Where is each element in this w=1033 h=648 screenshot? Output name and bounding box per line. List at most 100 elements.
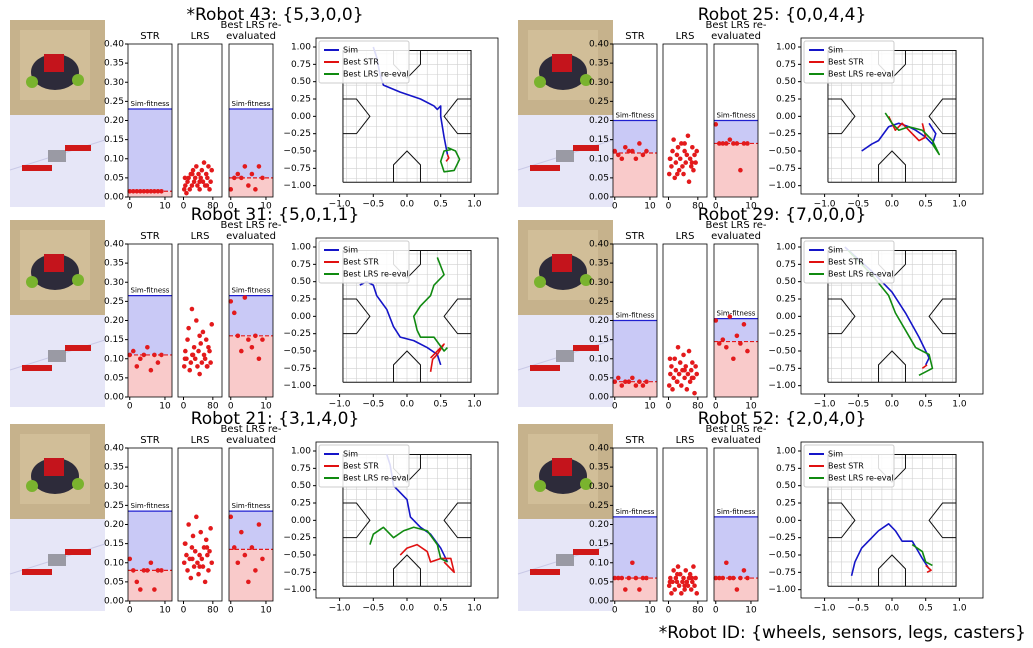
- point: [728, 314, 733, 319]
- x-tick-label: 0.5: [919, 400, 933, 410]
- point: [637, 141, 642, 146]
- legend-label: Best LRS re-eval: [343, 270, 409, 279]
- point: [687, 179, 692, 184]
- y-tick-label: 0.05: [104, 373, 124, 383]
- sim-fitness-label: Sim-fitness: [131, 100, 170, 108]
- y-tick-label: −0.75: [768, 568, 796, 578]
- x-tick-label: 1.0: [467, 604, 482, 614]
- y-tick-label: −0.50: [283, 147, 311, 157]
- point: [634, 156, 639, 161]
- y-tick-label: 0.35: [589, 59, 609, 69]
- point: [135, 580, 140, 585]
- x-tick-label: −0.5: [847, 400, 869, 410]
- point: [745, 141, 750, 146]
- point: [156, 360, 161, 365]
- point: [250, 345, 255, 350]
- point: [260, 337, 265, 342]
- point: [627, 576, 632, 581]
- y-tick-label: 1.00: [291, 43, 311, 53]
- point: [679, 383, 684, 388]
- point: [190, 172, 195, 177]
- point: [677, 372, 682, 377]
- sim-fitness-label: Sim-fitness: [717, 310, 756, 318]
- point: [667, 172, 672, 177]
- point: [683, 160, 688, 165]
- y-tick-label: 1.00: [776, 43, 796, 53]
- point: [694, 372, 699, 377]
- x-tick-label: 10: [159, 402, 171, 412]
- y-tick-label: 0.00: [104, 193, 124, 203]
- point: [205, 176, 210, 181]
- point: [742, 322, 747, 327]
- y-tick-label: 0.25: [104, 297, 124, 307]
- point: [152, 587, 157, 592]
- x-tick-label: 0: [612, 202, 618, 212]
- point: [745, 349, 750, 354]
- sim-fitness-label: Sim-fitness: [616, 508, 655, 516]
- point: [742, 568, 747, 573]
- point: [185, 568, 190, 573]
- point: [145, 568, 150, 573]
- y-tick-label: 0.25: [104, 97, 124, 107]
- point: [183, 176, 188, 181]
- point: [159, 353, 164, 358]
- y-tick-label: −1.00: [283, 585, 311, 595]
- render-leg: [573, 145, 599, 151]
- point: [690, 160, 695, 165]
- y-tick-label: 0.10: [589, 558, 609, 568]
- point: [675, 379, 680, 384]
- x-tick-label: 10: [159, 202, 171, 212]
- x-tick-label: 0: [127, 606, 133, 616]
- sim-band: [613, 321, 657, 382]
- point: [192, 345, 197, 350]
- legend-label: Best STR: [828, 258, 864, 267]
- point: [246, 580, 251, 585]
- y-tick-label: 0.35: [104, 59, 124, 69]
- point: [689, 368, 694, 373]
- y-tick-label: −0.50: [768, 147, 796, 157]
- y-tick-label: −0.25: [768, 329, 796, 339]
- render-robot: [556, 554, 574, 566]
- point: [194, 515, 199, 520]
- point: [253, 334, 258, 339]
- point: [691, 168, 696, 173]
- x-tick-label: 80: [692, 606, 704, 616]
- sim-fitness-label: Sim-fitness: [131, 287, 170, 295]
- point: [630, 376, 635, 381]
- point: [679, 591, 684, 596]
- robot-part: [26, 480, 38, 492]
- legend-label: Best STR: [828, 462, 864, 471]
- render-leg: [530, 365, 560, 371]
- below-mean-band: [714, 342, 758, 397]
- y-tick-label: 0.50: [291, 277, 311, 287]
- point: [203, 356, 208, 361]
- point: [260, 176, 265, 181]
- y-tick-label: 1.00: [776, 447, 796, 457]
- point: [190, 557, 195, 562]
- y-tick-label: 0.00: [776, 112, 796, 122]
- point: [196, 572, 201, 577]
- point: [644, 379, 649, 384]
- point: [630, 149, 635, 154]
- point: [667, 383, 672, 388]
- point: [620, 576, 625, 581]
- point: [690, 145, 695, 150]
- robot-core: [552, 254, 572, 272]
- point: [202, 160, 207, 165]
- x-tick-label: 0.0: [885, 200, 900, 210]
- y-tick-label: 0.35: [104, 259, 124, 269]
- below-mean-band: [128, 355, 172, 397]
- x-tick-label: −1.0: [329, 604, 351, 614]
- point: [236, 334, 241, 339]
- point: [193, 356, 198, 361]
- x-tick-label: 0.0: [400, 604, 415, 614]
- legend-label: Best STR: [343, 58, 379, 67]
- point: [205, 183, 210, 188]
- point: [190, 545, 195, 550]
- y-tick-label: −1.00: [283, 181, 311, 191]
- sim-fitness-label: Sim-fitness: [717, 508, 756, 516]
- y-tick-label: 0.25: [104, 501, 124, 511]
- x-tick-label: 10: [159, 606, 171, 616]
- point: [138, 356, 143, 361]
- point: [627, 379, 632, 384]
